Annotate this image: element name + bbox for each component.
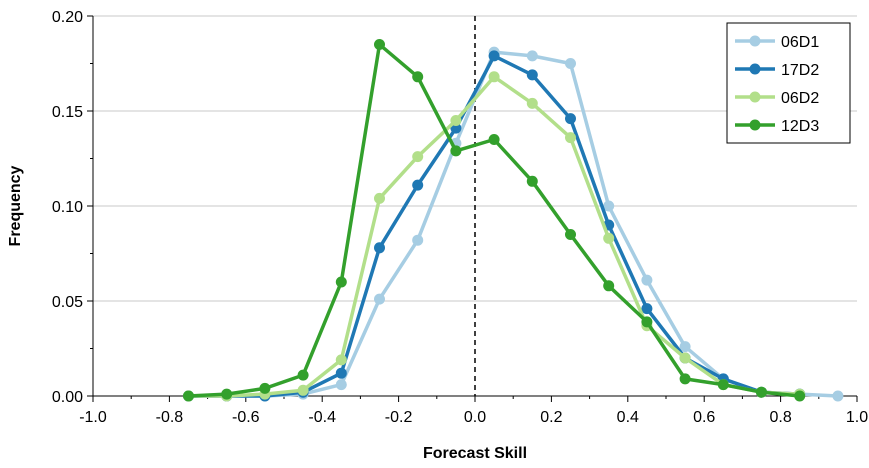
data-point [297, 369, 309, 381]
data-point [412, 151, 424, 163]
series-line-06D2 [186, 75, 802, 398]
data-point [374, 39, 385, 50]
data-point [756, 386, 767, 398]
series-lines [183, 39, 844, 402]
x-tick-label: -0.6 [232, 409, 260, 426]
data-point [526, 69, 538, 81]
data-point [450, 115, 462, 126]
legend-label: 12D3 [781, 118, 819, 135]
data-point [412, 179, 424, 191]
legend: 06D1 17D2 06D2 12D3 [726, 22, 851, 144]
data-point [488, 71, 500, 83]
data-point [183, 390, 194, 402]
y-axis-label: Frequency [7, 165, 24, 246]
data-point [412, 234, 424, 246]
data-point [335, 367, 347, 379]
legend-label: 17D2 [781, 62, 819, 79]
legend-swatch-marker [749, 91, 761, 103]
legend-swatch-marker [749, 63, 761, 75]
data-point [603, 280, 615, 292]
data-point [641, 274, 653, 286]
series-line-17D2 [186, 54, 802, 398]
y-tick-label: 0.10 [52, 199, 83, 216]
series-12D3 [183, 39, 806, 402]
data-point [526, 50, 538, 62]
x-tick-label: -0.8 [156, 409, 184, 426]
legend-box [726, 22, 851, 144]
data-point [450, 145, 462, 157]
y-tick-label: 0.05 [52, 294, 83, 311]
data-point [221, 388, 233, 400]
data-point [679, 373, 691, 385]
x-tick-label: -1.0 [79, 409, 107, 426]
data-point [641, 303, 653, 315]
data-point [603, 200, 615, 212]
series-06D2 [183, 71, 806, 402]
x-tick-label: 0.2 [540, 409, 562, 426]
legend-swatch-marker [749, 119, 761, 131]
x-tick-label: 0.8 [769, 409, 791, 426]
data-point [679, 352, 691, 364]
data-point [603, 232, 615, 244]
data-point [526, 97, 538, 109]
data-point [374, 242, 385, 254]
data-point [374, 293, 385, 305]
legend-swatch-marker [749, 35, 761, 47]
data-point [488, 50, 500, 62]
data-point [335, 379, 347, 391]
y-tick-label: 0.15 [52, 104, 83, 121]
x-tick-label: 0.4 [617, 409, 639, 426]
data-point [717, 379, 729, 391]
data-point [794, 390, 806, 402]
data-point [335, 276, 347, 288]
data-point [565, 229, 576, 240]
x-tick-label: 0.0 [464, 409, 486, 426]
x-tick-label: -0.2 [385, 409, 413, 426]
x-tick-label: 0.6 [693, 409, 715, 426]
data-point [565, 58, 576, 69]
data-point [259, 382, 271, 394]
series-line-12D3 [186, 42, 802, 398]
data-point [832, 390, 844, 402]
data-point [488, 134, 500, 145]
data-point [565, 132, 576, 144]
data-point [565, 113, 576, 125]
data-point [297, 384, 309, 396]
data-point [641, 316, 653, 328]
x-tick-label: 1.0 [846, 409, 868, 426]
legend-label: 06D1 [781, 34, 819, 51]
tick-labels: 0.00 0.05 0.10 0.15 0.20 -1.0 -0.8 -0.6 -0.4 -0.2… [52, 9, 868, 426]
x-axis-label: Forecast Skill [423, 445, 527, 462]
data-point [526, 175, 538, 187]
y-tick-label: 0.00 [52, 389, 83, 406]
data-point [374, 192, 385, 204]
x-tick-label: -0.4 [308, 409, 336, 426]
data-point [412, 71, 424, 83]
data-point [679, 341, 691, 353]
legend-label: 06D2 [781, 90, 819, 107]
data-point [335, 354, 347, 366]
y-tick-label: 0.20 [52, 9, 83, 26]
series-17D2 [183, 50, 806, 402]
